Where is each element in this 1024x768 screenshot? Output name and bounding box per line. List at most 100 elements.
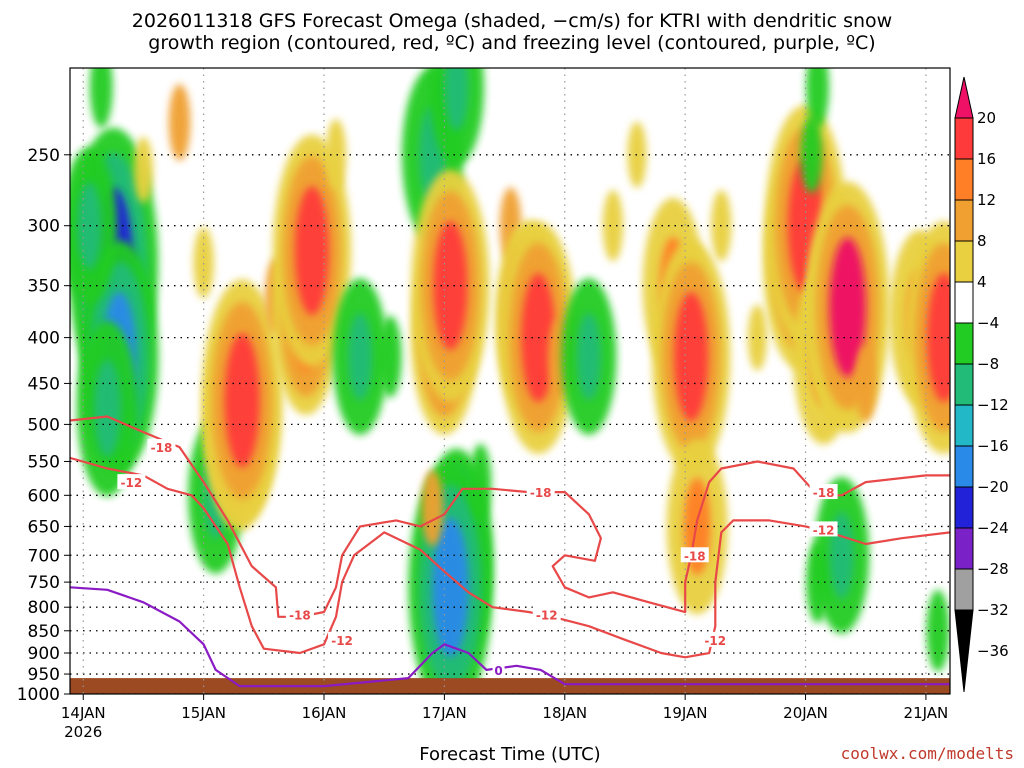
- contour-label-bg: [117, 474, 146, 490]
- omega-cell: [76, 320, 138, 497]
- y-tick-label: 650: [28, 517, 60, 537]
- colorbar-label: −24: [977, 519, 1009, 537]
- colorbar-swatch: [954, 240, 974, 283]
- contour-line: [70, 415, 950, 618]
- contour-label-bg: [809, 484, 838, 500]
- colorbar-label: −28: [977, 560, 1009, 578]
- terrain-fill: [70, 678, 950, 694]
- omega-cell-core: [576, 313, 601, 401]
- omega-cell-core: [378, 315, 402, 398]
- y-tick-label: 950: [28, 665, 60, 685]
- omega-cell: [904, 221, 950, 454]
- x-tick-label: 21JAN: [904, 704, 949, 722]
- colorbar-swatch: [954, 527, 974, 570]
- colorbar-label: −4: [977, 314, 999, 332]
- contour-label: -12: [704, 634, 726, 648]
- plot-frame: [69, 67, 951, 695]
- omega-cell: [814, 476, 870, 634]
- omega-cell-core: [133, 137, 153, 204]
- omega-cell: [168, 84, 191, 161]
- omega-cell-core: [926, 273, 950, 403]
- omega-cell-core: [348, 313, 373, 401]
- y-tick-label: 300: [28, 217, 60, 237]
- omega-cell: [926, 589, 950, 672]
- omega-cell: [421, 469, 444, 547]
- x-tick-label: 19JAN: [663, 704, 708, 722]
- omega-cell-core: [627, 121, 647, 188]
- colorbar-label: −12: [977, 396, 1009, 414]
- colorbar-label: 16: [977, 150, 996, 168]
- x-tick-label: 18JAN: [542, 704, 587, 722]
- omega-cell-core: [854, 345, 877, 422]
- omega-cell-core: [77, 182, 102, 270]
- omega-cell: [652, 240, 731, 473]
- contour-label-bg: [701, 631, 730, 647]
- contour-label-bg: [492, 661, 505, 677]
- omega-cell-core: [193, 227, 214, 299]
- colorbar-label: 12: [977, 191, 996, 209]
- y-tick-label: 550: [28, 452, 60, 472]
- omega-cell: [805, 181, 890, 433]
- omega-cell: [411, 169, 490, 402]
- colorbar-swatch: [954, 568, 974, 611]
- omega-cell: [272, 134, 352, 367]
- y-tick-label: 1000: [17, 685, 60, 705]
- colorbar-bottom-arrow: [954, 609, 974, 693]
- y-tick-label: 400: [28, 329, 60, 349]
- omega-cell-core: [432, 517, 469, 658]
- omega-cell: [747, 304, 767, 371]
- omega-cell: [70, 147, 117, 304]
- contour-line: [70, 456, 950, 659]
- contour-label: -12: [121, 476, 143, 490]
- colorbar-label: −36: [977, 642, 1009, 660]
- colorbar-label: −16: [977, 437, 1009, 455]
- contour-label-bg: [285, 606, 314, 622]
- x-year-label: 2026: [64, 723, 102, 741]
- omega-cell-core: [926, 589, 950, 672]
- colorbar-top-arrow: [954, 76, 974, 119]
- contour-label: 0: [494, 664, 502, 678]
- x-tick-label: 16JAN: [302, 704, 347, 722]
- omega-cell-core: [806, 68, 829, 128]
- y-tick-label: 750: [28, 573, 60, 593]
- y-tick-label: 900: [28, 644, 60, 664]
- omega-cell-core: [168, 84, 191, 161]
- omega-cell-core: [674, 292, 709, 422]
- colorbar-swatch: [954, 281, 974, 324]
- contour-label: -18: [151, 441, 173, 455]
- contour-label: -18: [813, 486, 835, 500]
- contour-label: -18: [530, 486, 552, 500]
- y-tick-label: 500: [28, 415, 60, 435]
- omega-cell-core: [94, 359, 121, 458]
- omega-cell: [854, 345, 877, 422]
- colorbar-swatch: [954, 404, 974, 447]
- colorbar-label: 20: [977, 109, 996, 127]
- omega-cell: [627, 121, 647, 188]
- omega-cell-core: [421, 469, 444, 547]
- chart-title-line-2: growth region (contoured, red, ºC) and f…: [148, 32, 876, 54]
- omega-cell: [201, 279, 283, 522]
- contour-label: -18: [289, 608, 311, 622]
- omega-cell-core: [747, 304, 767, 371]
- y-tick-label: 850: [28, 622, 60, 642]
- omega-cell-core: [294, 186, 330, 316]
- site-credit: coolwx.com/modelts: [840, 744, 1014, 763]
- contour-label-bg: [680, 547, 709, 563]
- omega-cell: [193, 227, 214, 299]
- colorbar-swatch: [954, 117, 974, 160]
- contour-label-bg: [526, 484, 555, 500]
- colorbar-swatch: [954, 363, 974, 406]
- colorbar-swatch: [954, 199, 974, 242]
- contour-label: -12: [813, 523, 835, 537]
- x-tick-label: 20JAN: [783, 704, 828, 722]
- omega-cell-core: [325, 119, 347, 191]
- contour-label-bg: [147, 439, 176, 455]
- colorbar-swatch: [954, 486, 974, 529]
- y-tick-label: 450: [28, 374, 60, 394]
- x-tick-label: 15JAN: [181, 704, 226, 722]
- omega-cell: [89, 68, 113, 128]
- contour-label-bg: [328, 631, 357, 647]
- omega-cell-core: [469, 443, 492, 521]
- omega-cell-core: [433, 221, 468, 351]
